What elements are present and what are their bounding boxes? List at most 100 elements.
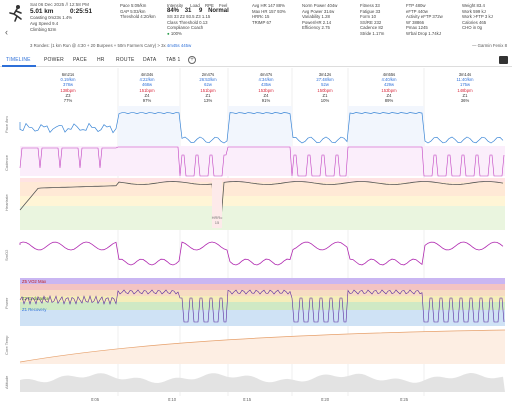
interval-column[interactable]: 4m55s 4:40/km 429w 153bpm Z4 89% [369,72,409,103]
smo2-axis-label: SmO2 [4,249,9,261]
intensity-stats: Intensity Load RPE Feel 84% 31 9 Normal … [167,3,229,37]
time-tick: 0:20 [321,397,330,402]
avg-power: Avg Power 314w [302,8,335,14]
interval-dist: 0.19/km [60,77,76,83]
heartrate-axis-label: Heartrate [4,194,9,211]
tab-tab1[interactable]: TAB 1 [166,57,181,63]
interval-dist: 4:40/km [381,77,397,83]
pace-axis-label: Pace /km [4,116,9,133]
interval-pct: 10% [320,98,330,104]
workout-highlight: 4m45s 445w [165,43,192,48]
interval-zone: Z3 [65,92,71,98]
power-zone-band [20,302,505,310]
interval-pct: 77% [63,98,73,104]
interval-hr: 151bpm [200,87,216,93]
cadence-axis-label: Cadence [4,154,9,171]
tab-bar: TIMELINE POWER PACE HR ROUTE DATA TAB 1 … [0,55,512,67]
activity-header: ‹ Sat 06 Dec 2025 // 12:58 PM 5.01 km 0:… [0,0,512,40]
power-stats: Norm Power 404w Avg Power 314w Variabili… [302,3,337,31]
interval-zone: Z1 [462,92,468,98]
heartrate-line [19,181,504,221]
climbing: Climbing 52m [30,27,57,32]
runner-icon [9,5,22,22]
interval-column[interactable]: 3m14s 11:40/km 175w 148bpm Z1 36% [445,72,485,103]
hrrc-marker [212,180,222,228]
norm-power: Norm Power 404w [302,3,338,8]
coasting: Coasting 0m23s 1.4% [30,15,73,20]
add-tab-icon[interactable]: + [188,56,196,64]
efficiency: Efficiency 2.75 [302,25,330,31]
power-zone-band [20,310,505,326]
tab-timeline[interactable]: TIMELINE [6,57,31,63]
eftp: eFTP 440w [406,8,428,14]
interval-hr: 151bpm [139,87,155,93]
interval-column[interactable]: 2m47s 26:53/km 62w 151bpm Z1 13% [188,72,228,103]
interval-dist: 4:22/km [139,77,155,83]
rpe-label: RPE [204,3,214,8]
tab-data[interactable]: DATA [143,57,157,63]
interval-hr: 153bpm [381,87,397,93]
core-temp-area [20,330,505,364]
altitude-area [20,373,505,392]
hr-zone-band [20,196,505,206]
interval-zone: Z1 [322,92,328,98]
load-value: 31 [184,7,192,14]
zone-label: Z5 VO2 Max [22,279,47,284]
interval-time: 4m47s [259,72,273,77]
tab-hr[interactable]: HR [97,57,105,63]
time-tick: 0:15 [243,397,252,402]
time-tick: 0:25 [400,397,409,402]
interval-column[interactable]: 6m21s 0.19/km 378w 138bpm Z3 77% [48,72,88,103]
interval-pw: 52w [321,82,329,88]
altitude-axis-label: Altitude [4,375,9,389]
interval-column[interactable]: 4m47s 4:34/km 435w 153bpm Z4 91% [246,72,286,103]
avg-hr: Avg HR 147 88% [252,3,285,8]
power-zone-band [20,284,505,290]
feel-value[interactable]: Normal [208,7,229,14]
interval-time: 6m21s [61,72,75,77]
interval-hr: 150bpm [317,87,333,93]
trimp: TRIMP 67 [252,19,272,25]
interval-column[interactable]: 3m12s 27:48/km 52w 150bpm Z1 10% [305,72,345,103]
pace-stats: Pace 5:09/km GAP 5:03/km Threshold 4:20/… [120,3,156,20]
w-prime: W' 38866 [406,19,425,25]
interval-hr: 148bpm [457,87,473,93]
interval-pct: 13% [203,98,213,104]
compliance-check-icon: ● [167,30,170,36]
gap-stat: GAP 5:03/km [120,8,146,14]
activity-distance: 5.01 km [30,8,54,15]
wbal-drop: W'bal Drop 1.74kJ [406,30,441,36]
intensity-label: Intensity [167,3,184,8]
interval-zone: Z4 [263,92,269,98]
rpe-value[interactable]: 9 [199,7,203,14]
zone-split: SS 33 Z2 93.5 Z3 1.15 [167,14,211,20]
tab-route[interactable]: ROUTE [116,57,135,63]
stride: Stride 1.17m [360,30,385,36]
interval-zone: Z4 [386,92,392,98]
interval-pw: 435w [260,82,271,88]
chat-icon[interactable] [499,56,508,64]
avg-speed: Avg Speed 9.4 [30,21,59,26]
fatigue: Fatigue 33 [360,8,381,14]
cho-in: CHO in 0g [462,25,483,31]
zone-label: Z2 Endurance [22,296,50,301]
work-stats: Weight 83.4 Work 599 kJ Work >FTP 3 kJ C… [462,3,493,31]
interval-hr: 153bpm [258,87,274,93]
cadence: Cadence 82 [360,25,384,31]
power-line [19,289,505,323]
tab-power[interactable]: POWER [44,57,64,63]
interval-pct: 91% [261,98,271,104]
interval-pw: 468w [141,82,152,88]
smo2-line [19,241,504,266]
cadence-line [19,146,505,177]
interval-column[interactable]: 4m34s 4:22/km 468w 151bpm Z4 97% [127,72,167,103]
compliance-value: 100% [170,30,182,36]
max-hr: Max HR 157 93% [252,8,286,14]
interval-time: 4m34s [140,72,154,77]
back-arrow-icon[interactable]: ‹ [5,27,8,37]
tab-pace[interactable]: PACE [73,57,88,63]
intensity-value: 84% [167,7,180,14]
hr-zone-band [20,182,505,196]
hrrc: HRRc 15 [252,14,270,20]
variability: Variability 1.28 [302,14,330,20]
